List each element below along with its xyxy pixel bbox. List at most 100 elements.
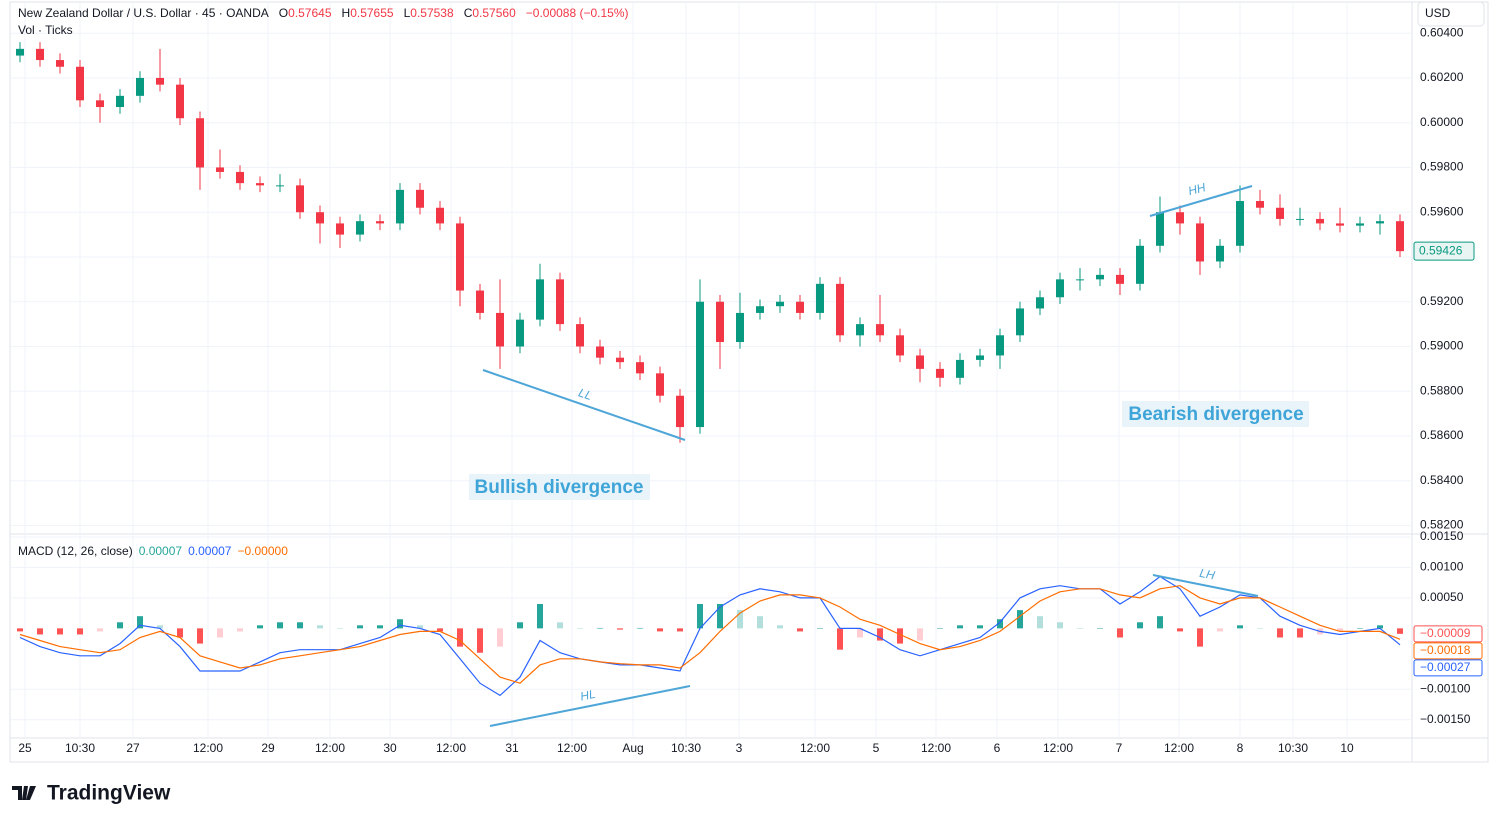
histogram	[17, 604, 1403, 653]
histogram-bar	[457, 628, 463, 647]
candle-body	[636, 362, 644, 374]
candle-body	[1016, 308, 1024, 336]
y-tick-label: 0.00050	[1420, 590, 1464, 604]
candle-body	[856, 324, 864, 336]
histogram-bar	[1217, 628, 1223, 632]
histogram-bar	[437, 628, 443, 632]
histogram-bar	[377, 625, 383, 629]
ohlc-label: C	[463, 6, 473, 20]
histogram-bar	[857, 628, 863, 638]
logo-icon	[12, 786, 36, 800]
candle-body	[1116, 274, 1124, 284]
x-tick-label: 12:00	[921, 741, 951, 755]
trend-line	[1152, 574, 1259, 597]
histogram-bar	[417, 625, 423, 629]
symbol-header: New Zealand Dollar / U.S. Dollar · 45 · …	[18, 6, 629, 20]
histogram-bar	[837, 628, 843, 650]
ohlc-label: O	[278, 6, 289, 20]
y-tick-label: 0.59000	[1420, 339, 1464, 353]
histogram-bar	[1077, 628, 1083, 629]
histogram-bar	[1397, 628, 1403, 634]
x-tick-label: 31	[505, 741, 519, 755]
histogram-bar	[1177, 628, 1183, 632]
histogram-bar	[777, 625, 783, 629]
trend-line	[1149, 185, 1253, 217]
legend-value: 0.00007	[188, 544, 232, 558]
histogram-bar	[477, 628, 483, 653]
ohlc-value: 0.57538	[410, 6, 454, 20]
x-tick-label: 25	[18, 741, 32, 755]
candle-body	[76, 66, 84, 101]
candle-body	[296, 185, 304, 213]
candle-body	[116, 95, 124, 108]
candle-body	[876, 324, 884, 336]
y-tick-label: 0.60400	[1420, 25, 1464, 39]
histogram-bar	[497, 628, 503, 647]
candle-body	[1296, 218, 1304, 220]
y-tick-label: 0.58600	[1420, 428, 1464, 442]
last-value-label: −0.00018	[1420, 643, 1471, 657]
volume-label: Vol · Ticks	[18, 23, 73, 37]
candle-body	[516, 319, 524, 347]
ohlc-value: 0.57655	[350, 6, 394, 20]
histogram-bar	[637, 628, 643, 629]
histogram-bar	[217, 628, 223, 638]
histogram-bar	[997, 619, 1003, 629]
candle-body	[1156, 212, 1164, 246]
candle-body	[56, 60, 64, 67]
candle-body	[796, 301, 804, 313]
candle-body	[256, 183, 264, 186]
candles	[16, 42, 1404, 443]
histogram-bar	[257, 625, 263, 629]
histogram-bar	[137, 616, 143, 629]
histogram-bar	[937, 628, 943, 629]
candle-body	[1256, 201, 1264, 208]
y-tick-label: 0.59800	[1420, 160, 1464, 174]
y-tick-label: 0.00150	[1420, 529, 1464, 543]
histogram-bar	[1197, 628, 1203, 647]
x-tick-label: 12:00	[557, 741, 587, 755]
histogram-bar	[697, 604, 703, 629]
label-box	[1122, 401, 1309, 427]
currency[interactable]: USD	[1425, 6, 1451, 20]
histogram-bar	[1337, 628, 1343, 632]
ohlc-label: H	[341, 6, 351, 20]
candle-body	[736, 312, 744, 343]
candle-body	[16, 48, 24, 56]
macd-title: MACD (12, 26, close)	[18, 544, 133, 558]
annotation-title: Bearish divergence	[1128, 404, 1303, 425]
candle-body	[336, 223, 344, 235]
histogram-bar	[197, 628, 203, 644]
y-tick-label: 0.59600	[1420, 204, 1464, 218]
last-value-box	[1413, 642, 1483, 660]
x-tick-label: 7	[1116, 741, 1123, 755]
histogram-bar	[1137, 622, 1143, 629]
histogram-bar	[517, 622, 523, 629]
candle-body	[156, 77, 164, 85]
ohlc-label: L	[403, 6, 411, 20]
candle-body	[1056, 279, 1064, 298]
x-tick-label: 12:00	[436, 741, 466, 755]
candle-body	[416, 189, 424, 208]
trend-line	[482, 369, 686, 441]
candle-body	[976, 355, 984, 360]
candle-body	[136, 77, 144, 96]
candle-body	[936, 368, 944, 378]
last-value-box	[1413, 625, 1483, 643]
histogram-bar	[537, 604, 543, 629]
histogram-bar	[1157, 616, 1163, 629]
histogram-bar	[737, 610, 743, 629]
candle-body	[776, 301, 784, 307]
histogram-bar	[1357, 628, 1363, 629]
x-tick-label: 10:30	[1278, 741, 1308, 755]
candle-body	[496, 312, 504, 347]
histogram-bar	[1037, 616, 1043, 629]
currency-button[interactable]	[1417, 1, 1485, 27]
x-tick-label: 30	[383, 741, 397, 755]
y-tick-label: 0.59200	[1420, 294, 1464, 308]
y-tick-label: 0.58800	[1420, 383, 1464, 397]
label-box	[469, 474, 650, 500]
annotation-label: HH	[1187, 180, 1208, 198]
last-value-box	[1413, 659, 1483, 677]
x-tick-label: Aug	[622, 741, 643, 755]
